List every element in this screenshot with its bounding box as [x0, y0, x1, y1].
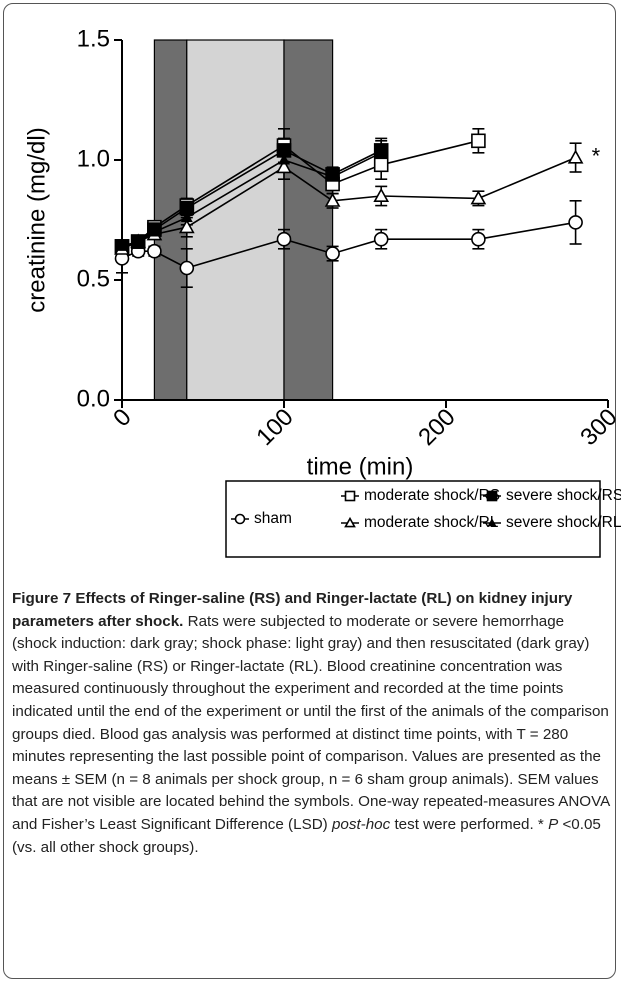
marker: [132, 235, 145, 247]
marker: [116, 240, 128, 251]
caption-title: Effects of Ringer-saline (RS) and Ringer…: [12, 590, 573, 630]
marker: [470, 190, 487, 205]
marker: [471, 133, 486, 149]
caption: Figure 7 Effects of Ringer-saline (RS) a…: [12, 588, 612, 859]
marker: [178, 219, 195, 234]
marker: [567, 149, 584, 164]
caption-text: P: [548, 815, 559, 833]
marker: [276, 159, 292, 174]
marker: [276, 231, 292, 247]
marker: [375, 146, 388, 158]
y-tick-label: 0.0: [77, 385, 110, 412]
marker: [179, 260, 195, 276]
x-tick-label: 300: [575, 404, 621, 451]
marker: [180, 211, 193, 223]
x-axis-label: time (min): [307, 453, 414, 480]
legend-marker: [344, 490, 356, 502]
legend-marker: [234, 513, 246, 525]
caption-text: post-hoc: [331, 815, 391, 833]
legend-label: severe shock/RL: [506, 514, 621, 531]
y-tick-label: 0.5: [77, 265, 110, 292]
figure-frame: [3, 3, 616, 979]
marker: [373, 231, 389, 247]
shaded-region: [283, 39, 334, 401]
marker: [148, 225, 161, 237]
marker: [278, 153, 290, 165]
x-tick-label: 200: [413, 404, 460, 451]
legend-label: moderate shock/RL: [364, 514, 499, 531]
marker: [147, 243, 162, 259]
legend-marker: [487, 518, 497, 527]
legend-label: sham: [254, 510, 292, 527]
marker: [373, 157, 389, 173]
chart: time (min) creatinine (mg/dl) 0.0 0.5 1.0 1…: [23, 25, 621, 558]
marker: [325, 246, 340, 261]
caption-text: Rats were subjected to moderate or sever…: [12, 612, 610, 833]
marker: [568, 215, 583, 230]
annotation: *: [592, 143, 601, 168]
marker: [326, 170, 339, 182]
marker: [324, 192, 341, 207]
shaded-region: [186, 39, 285, 401]
legend-box: [225, 480, 601, 558]
marker: [373, 187, 390, 202]
y-tick-label: 1.0: [77, 145, 110, 172]
legend-marker: [486, 490, 498, 502]
caption-label: Figure 7: [12, 590, 72, 607]
legend-marker: [344, 516, 356, 528]
legend-label: severe shock/RS: [506, 487, 621, 504]
caption-text: <0.05 (vs. all other shock groups).: [12, 815, 601, 856]
legend-label: moderate shock/RS: [364, 487, 500, 504]
caption-text: test were performed. *: [390, 815, 549, 833]
x-tick-label: 100: [251, 404, 298, 451]
marker: [471, 231, 486, 247]
y-axis-label: creatinine (mg/dl): [23, 127, 50, 312]
y-tick-label: 1.5: [77, 25, 110, 52]
